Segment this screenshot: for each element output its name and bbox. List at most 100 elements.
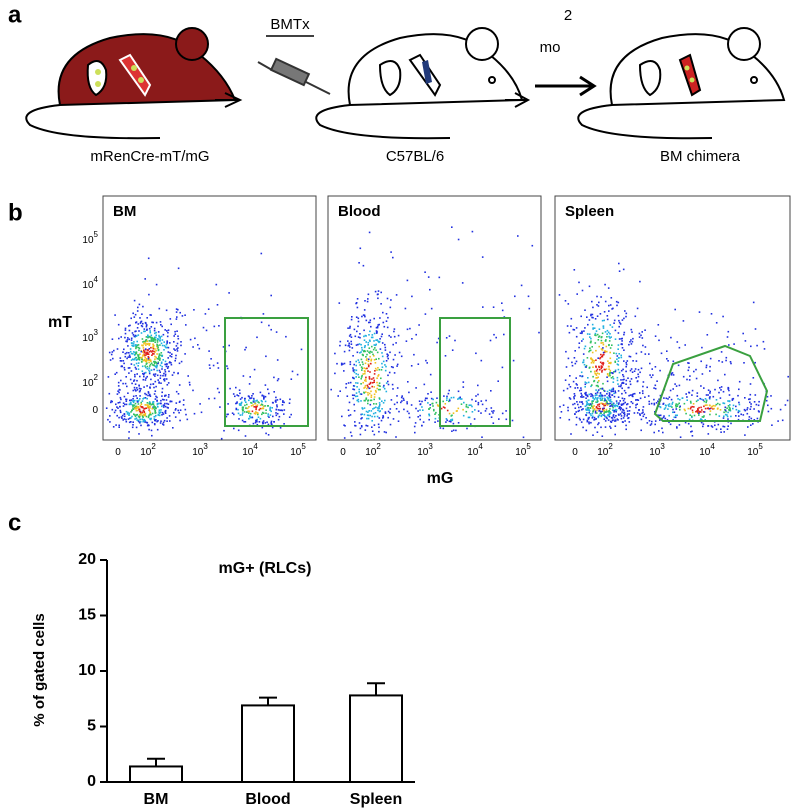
event-dot — [480, 412, 482, 414]
event-dot — [571, 362, 573, 364]
event-dot — [692, 410, 694, 412]
event-dot — [384, 431, 386, 433]
event-dot — [177, 410, 179, 412]
event-dot — [725, 414, 727, 416]
event-dot — [371, 337, 373, 339]
event-dot — [253, 401, 255, 403]
event-dot — [140, 388, 142, 390]
event-dot — [251, 397, 253, 399]
event-dot — [353, 398, 355, 400]
event-dot — [625, 362, 627, 364]
event-dot — [139, 390, 141, 392]
event-dot — [252, 404, 254, 406]
event-dot — [626, 380, 628, 382]
event-dot — [614, 434, 616, 436]
event-dot — [394, 336, 396, 338]
event-dot — [593, 360, 595, 362]
event-dot — [153, 403, 155, 405]
event-dot — [653, 387, 655, 389]
event-dot — [641, 351, 643, 353]
event-dot — [301, 349, 303, 351]
event-dot — [584, 364, 586, 366]
event-dot — [697, 392, 699, 394]
event-dot — [145, 322, 147, 324]
event-dot — [490, 340, 492, 342]
event-dot — [600, 396, 602, 398]
event-dot — [126, 411, 128, 413]
event-dot — [180, 341, 182, 343]
event-dot — [378, 406, 380, 408]
event-dot — [393, 331, 395, 333]
event-dot — [651, 403, 653, 405]
event-dot — [248, 412, 250, 414]
event-dot — [136, 417, 138, 419]
event-dot — [208, 350, 210, 352]
event-dot — [581, 401, 583, 403]
event-dot — [139, 388, 141, 390]
event-dot — [478, 410, 480, 412]
event-dot — [669, 403, 671, 405]
event-dot — [388, 384, 390, 386]
event-dot — [370, 404, 372, 406]
event-dot — [697, 411, 699, 413]
event-dot — [358, 318, 360, 320]
event-dot — [144, 357, 146, 359]
event-dot — [392, 257, 394, 259]
event-dot — [151, 404, 153, 406]
event-dot — [157, 341, 159, 343]
event-dot — [357, 395, 359, 397]
event-dot — [147, 343, 149, 345]
event-dot — [169, 355, 171, 357]
event-dot — [583, 330, 585, 332]
event-dot — [236, 409, 238, 411]
tick-label: 102 — [140, 442, 156, 458]
event-dot — [574, 393, 576, 395]
event-dot — [341, 416, 343, 418]
event-dot — [355, 396, 357, 398]
event-dot — [581, 333, 583, 335]
event-dot — [415, 422, 417, 424]
event-dot — [375, 349, 377, 351]
event-dot — [137, 414, 139, 416]
event-dot — [161, 362, 163, 364]
event-dot — [151, 351, 153, 353]
event-dot — [160, 420, 162, 422]
event-dot — [281, 409, 283, 411]
event-dot — [369, 378, 371, 380]
event-dot — [658, 340, 660, 342]
event-dot — [601, 349, 603, 351]
event-dot — [606, 368, 608, 370]
event-dot — [621, 404, 623, 406]
event-dot — [739, 404, 741, 406]
event-dot — [407, 411, 409, 413]
event-dot — [611, 391, 613, 393]
event-dot — [162, 339, 164, 341]
event-dot — [144, 278, 146, 280]
event-dot — [123, 360, 125, 362]
event-dot — [662, 403, 664, 405]
event-dot — [723, 431, 725, 433]
event-dot — [638, 376, 640, 378]
y-axis-label: mT — [48, 314, 72, 331]
event-dot — [445, 421, 447, 423]
event-dot — [244, 349, 246, 351]
event-dot — [619, 338, 621, 340]
event-dot — [676, 408, 678, 410]
event-dot — [634, 370, 636, 372]
event-dot — [382, 342, 384, 344]
event-dot — [138, 356, 140, 358]
event-dot — [227, 368, 229, 370]
event-dot — [367, 394, 369, 396]
event-dot — [616, 301, 618, 303]
event-dot — [139, 419, 141, 421]
event-dot — [606, 333, 608, 335]
event-dot — [624, 310, 626, 312]
event-dot — [588, 423, 590, 425]
event-dot — [386, 382, 388, 384]
event-dot — [424, 384, 426, 386]
event-dot — [604, 284, 606, 286]
event-dot — [268, 393, 270, 395]
event-dot — [365, 379, 367, 381]
event-dot — [654, 404, 656, 406]
event-dot — [363, 265, 365, 267]
